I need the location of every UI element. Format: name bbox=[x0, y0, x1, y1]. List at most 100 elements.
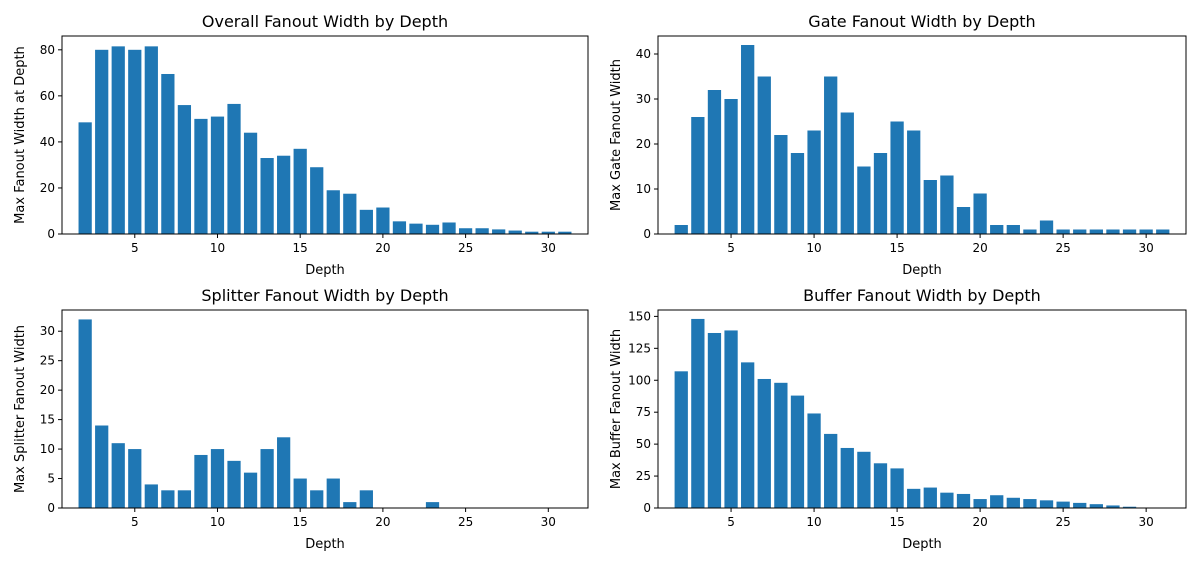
bar bbox=[1023, 499, 1037, 508]
bar bbox=[741, 362, 755, 508]
x-tick-label: 10 bbox=[806, 241, 821, 255]
bar bbox=[144, 46, 158, 234]
bar bbox=[326, 190, 340, 234]
bar bbox=[425, 502, 440, 508]
bar bbox=[111, 46, 125, 234]
y-tick-label: 40 bbox=[40, 135, 55, 149]
bar bbox=[1056, 229, 1070, 234]
bar bbox=[1106, 505, 1120, 508]
bar bbox=[757, 76, 771, 234]
bar bbox=[359, 209, 373, 234]
bar bbox=[541, 231, 555, 234]
bar bbox=[757, 378, 771, 508]
bar bbox=[790, 395, 805, 508]
bar bbox=[128, 449, 142, 508]
bar bbox=[923, 180, 937, 234]
bar bbox=[873, 153, 888, 234]
bar bbox=[310, 490, 324, 508]
bar bbox=[343, 502, 357, 508]
y-tick-label: 30 bbox=[40, 324, 55, 338]
bar bbox=[161, 490, 175, 508]
bar bbox=[940, 492, 954, 508]
y-tick-label: 0 bbox=[643, 501, 651, 515]
overall-chart: 5 10 15 20 25 30 0 20 40 60 80 Overall Fanout Width… bbox=[13, 12, 589, 278]
y-tick-label: 25 bbox=[636, 469, 651, 483]
x-tick-label: 30 bbox=[541, 241, 556, 255]
bar bbox=[194, 454, 208, 508]
bar bbox=[790, 153, 805, 234]
bar bbox=[310, 167, 324, 234]
bar bbox=[144, 484, 158, 508]
bar bbox=[243, 132, 258, 234]
bar bbox=[724, 330, 738, 508]
bar bbox=[707, 90, 722, 234]
x-tick-label: 30 bbox=[1139, 515, 1154, 529]
y-tick-label: 15 bbox=[40, 413, 55, 427]
bar bbox=[442, 222, 456, 234]
bar bbox=[990, 225, 1004, 234]
bar bbox=[824, 433, 838, 508]
x-tick-label: 30 bbox=[541, 515, 556, 529]
bar bbox=[840, 112, 854, 234]
y-tick-label: 100 bbox=[628, 373, 651, 387]
x-tick-label: 10 bbox=[210, 515, 225, 529]
y-tick-label: 20 bbox=[40, 383, 55, 397]
bar bbox=[707, 332, 722, 508]
bar bbox=[111, 443, 125, 508]
bar bbox=[990, 495, 1004, 508]
bar bbox=[458, 228, 473, 234]
bar bbox=[1039, 500, 1054, 508]
bar bbox=[475, 228, 489, 234]
chart-title: Buffer Fanout Width by Depth bbox=[803, 286, 1041, 305]
bar bbox=[359, 490, 373, 508]
y-tick-label: 20 bbox=[636, 137, 651, 151]
axes-frame bbox=[657, 35, 1187, 235]
x-tick-label: 5 bbox=[727, 241, 735, 255]
bar bbox=[691, 117, 705, 234]
chart-title: Overall Fanout Width by Depth bbox=[202, 12, 448, 31]
y-tick-label: 150 bbox=[628, 309, 651, 323]
x-tick-label: 10 bbox=[806, 515, 821, 529]
y-tick-label: 5 bbox=[47, 472, 55, 486]
bar bbox=[277, 437, 291, 508]
bar bbox=[1039, 220, 1054, 234]
bar bbox=[807, 130, 821, 234]
bar bbox=[890, 468, 904, 508]
bar bbox=[1073, 229, 1087, 234]
axes-frame bbox=[61, 35, 589, 235]
bar bbox=[1006, 497, 1020, 508]
x-tick-label: 20 bbox=[375, 515, 390, 529]
bar bbox=[277, 155, 291, 234]
bar bbox=[907, 488, 921, 508]
bar bbox=[78, 319, 92, 508]
bar bbox=[1056, 501, 1070, 508]
bar bbox=[227, 460, 241, 508]
x-tick-label: 25 bbox=[1055, 241, 1070, 255]
bar bbox=[824, 76, 838, 234]
y-tick-label: 0 bbox=[47, 501, 55, 515]
x-axis-label: Depth bbox=[305, 263, 345, 278]
y-tick-label: 80 bbox=[40, 43, 55, 57]
bar bbox=[210, 116, 225, 234]
axes-frame bbox=[61, 309, 589, 509]
x-tick-label: 20 bbox=[375, 241, 390, 255]
x-tick-label: 20 bbox=[972, 515, 987, 529]
bar bbox=[1122, 506, 1137, 508]
y-tick-label: 10 bbox=[636, 182, 651, 196]
bar bbox=[376, 207, 390, 234]
bar bbox=[890, 121, 904, 234]
axes-frame bbox=[657, 309, 1187, 509]
y-tick-label: 10 bbox=[40, 442, 55, 456]
bar bbox=[492, 229, 506, 234]
bar bbox=[973, 499, 987, 508]
bar bbox=[674, 225, 688, 234]
splitter-chart: 5 10 15 20 25 30 0 5 10 15 20 25 30 Splitter Fanout W… bbox=[13, 286, 589, 552]
x-tick-label: 5 bbox=[131, 241, 139, 255]
bar bbox=[1156, 229, 1170, 234]
bar bbox=[1023, 229, 1037, 234]
x-tick-label: 20 bbox=[972, 241, 987, 255]
x-tick-label: 5 bbox=[727, 515, 735, 529]
chart-title: Gate Fanout Width by Depth bbox=[808, 12, 1035, 31]
buffer-chart: 5 10 15 20 25 30 0 25 50 75 100 125 150 Buffer Fanout… bbox=[609, 286, 1187, 552]
y-tick-label: 60 bbox=[40, 89, 55, 103]
